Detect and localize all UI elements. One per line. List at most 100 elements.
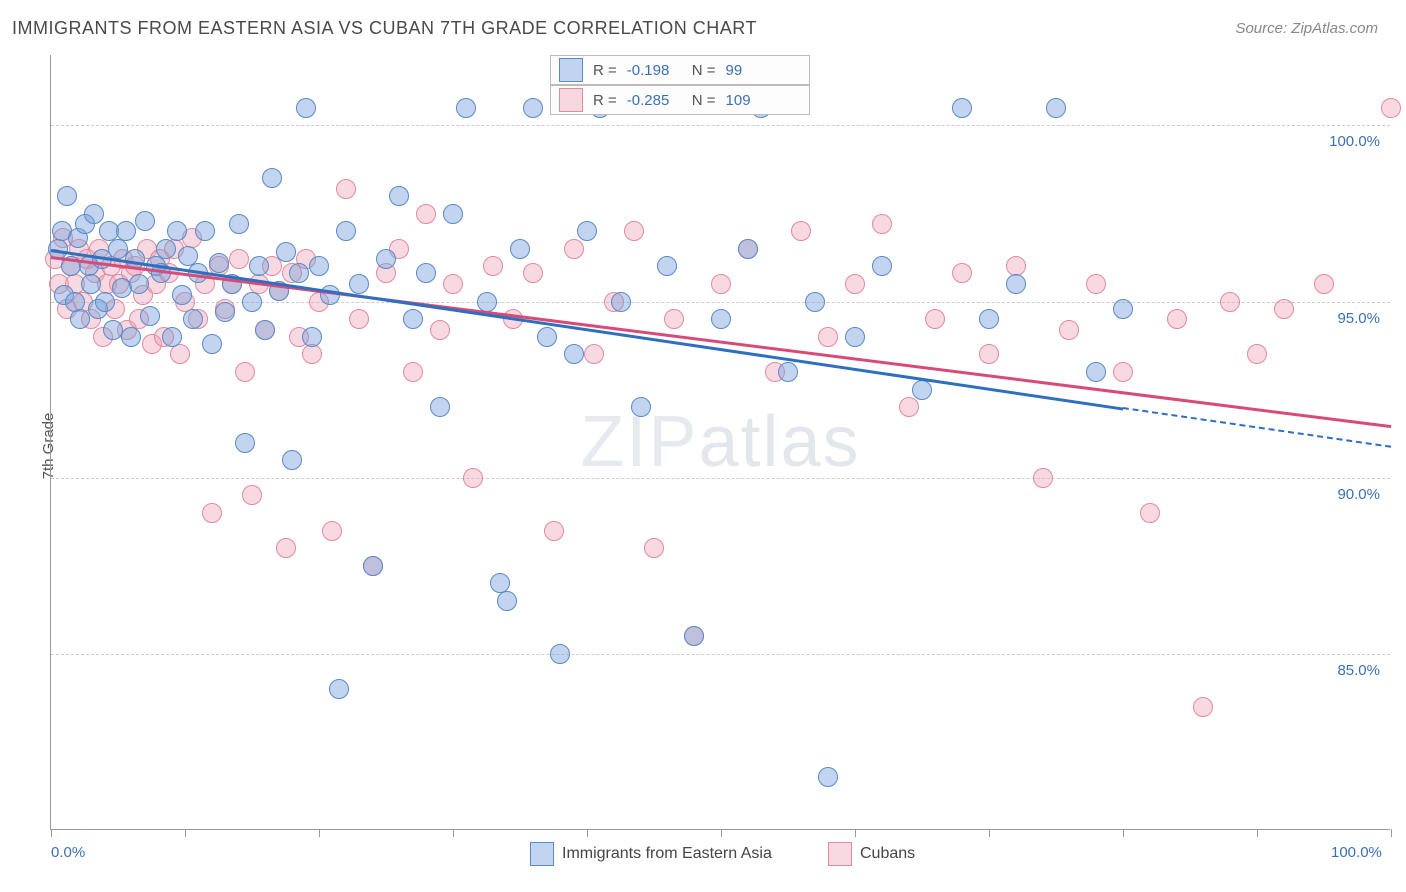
- scatter-point-eastern-asia: [167, 221, 187, 241]
- scatter-point-eastern-asia: [1046, 98, 1066, 118]
- scatter-point-eastern-asia: [103, 320, 123, 340]
- stat-n-label: N =: [692, 62, 716, 79]
- plot-area: ZIPatlas 85.0%90.0%95.0%100.0%0.0%100.0%: [50, 55, 1390, 830]
- legend-label: Cubans: [860, 845, 915, 863]
- scatter-point-eastern-asia: [195, 221, 215, 241]
- scatter-point-eastern-asia: [70, 309, 90, 329]
- scatter-point-eastern-asia: [336, 221, 356, 241]
- scatter-point-eastern-asia: [302, 327, 322, 347]
- x-tick: [51, 829, 52, 837]
- scatter-point-eastern-asia: [376, 249, 396, 269]
- stat-box-row: R = -0.285 N = 109: [550, 85, 810, 115]
- x-tick-label: 100.0%: [1331, 844, 1382, 861]
- scatter-point-cubans: [235, 362, 255, 382]
- scatter-point-eastern-asia: [329, 679, 349, 699]
- scatter-point-eastern-asia: [523, 98, 543, 118]
- scatter-point-eastern-asia: [363, 556, 383, 576]
- scatter-point-cubans: [711, 274, 731, 294]
- scatter-point-eastern-asia: [430, 397, 450, 417]
- trend-line-eastern-asia-extrapolated: [1123, 407, 1391, 448]
- stat-n-value: 109: [726, 92, 761, 109]
- scatter-point-eastern-asia: [416, 263, 436, 283]
- scatter-point-cubans: [1381, 98, 1401, 118]
- scatter-point-eastern-asia: [550, 644, 570, 664]
- stat-n-label: N =: [692, 92, 716, 109]
- legend-swatch: [559, 58, 583, 82]
- scatter-point-cubans: [1059, 320, 1079, 340]
- scatter-point-eastern-asia: [202, 334, 222, 354]
- scatter-point-eastern-asia: [577, 221, 597, 241]
- legend-label: Immigrants from Eastern Asia: [562, 845, 772, 863]
- legend-swatch: [828, 842, 852, 866]
- stat-r-label: R =: [593, 62, 617, 79]
- scatter-point-cubans: [483, 256, 503, 276]
- scatter-point-cubans: [349, 309, 369, 329]
- x-tick: [855, 829, 856, 837]
- scatter-point-cubans: [1220, 292, 1240, 312]
- scatter-point-eastern-asia: [979, 309, 999, 329]
- scatter-point-cubans: [818, 327, 838, 347]
- x-tick: [1257, 829, 1258, 837]
- scatter-point-eastern-asia: [209, 253, 229, 273]
- scatter-point-cubans: [584, 344, 604, 364]
- scatter-point-eastern-asia: [229, 214, 249, 234]
- scatter-point-eastern-asia: [81, 274, 101, 294]
- scatter-point-eastern-asia: [684, 626, 704, 646]
- scatter-point-eastern-asia: [818, 767, 838, 787]
- scatter-point-eastern-asia: [443, 204, 463, 224]
- scatter-point-eastern-asia: [135, 211, 155, 231]
- scatter-point-cubans: [403, 362, 423, 382]
- chart-title: IMMIGRANTS FROM EASTERN ASIA VS CUBAN 7T…: [12, 18, 757, 39]
- scatter-point-eastern-asia: [249, 256, 269, 276]
- scatter-point-eastern-asia: [309, 256, 329, 276]
- scatter-point-eastern-asia: [497, 591, 517, 611]
- y-tick-label: 95.0%: [1337, 310, 1380, 327]
- gridline: [51, 478, 1390, 479]
- gridline: [51, 654, 1390, 655]
- scatter-point-eastern-asia: [215, 302, 235, 322]
- scatter-point-eastern-asia: [235, 433, 255, 453]
- stat-box-row: R = -0.198 N = 99: [550, 55, 810, 85]
- scatter-point-cubans: [202, 503, 222, 523]
- scatter-point-cubans: [952, 263, 972, 283]
- scatter-point-cubans: [242, 485, 262, 505]
- legend-item: Immigrants from Eastern Asia: [530, 842, 772, 866]
- legend-item: Cubans: [828, 842, 915, 866]
- stat-n-value: 99: [726, 62, 761, 79]
- x-tick: [587, 829, 588, 837]
- scatter-point-cubans: [664, 309, 684, 329]
- scatter-point-cubans: [1086, 274, 1106, 294]
- scatter-point-eastern-asia: [1113, 299, 1133, 319]
- scatter-point-cubans: [463, 468, 483, 488]
- y-tick-label: 85.0%: [1337, 662, 1380, 679]
- scatter-point-eastern-asia: [129, 274, 149, 294]
- scatter-point-cubans: [1167, 309, 1187, 329]
- scatter-point-eastern-asia: [116, 221, 136, 241]
- scatter-point-eastern-asia: [805, 292, 825, 312]
- scatter-point-cubans: [544, 521, 564, 541]
- y-tick-label: 90.0%: [1337, 486, 1380, 503]
- scatter-point-eastern-asia: [121, 327, 141, 347]
- scatter-point-eastern-asia: [510, 239, 530, 259]
- gridline: [51, 125, 1390, 126]
- scatter-point-cubans: [443, 274, 463, 294]
- scatter-point-eastern-asia: [84, 204, 104, 224]
- x-tick: [721, 829, 722, 837]
- scatter-point-cubans: [276, 538, 296, 558]
- scatter-point-eastern-asia: [349, 274, 369, 294]
- scatter-point-eastern-asia: [872, 256, 892, 276]
- stat-r-label: R =: [593, 92, 617, 109]
- scatter-point-eastern-asia: [564, 344, 584, 364]
- x-tick: [185, 829, 186, 837]
- stat-r-value: -0.285: [627, 92, 682, 109]
- scatter-point-cubans: [1247, 344, 1267, 364]
- scatter-point-eastern-asia: [178, 246, 198, 266]
- scatter-point-eastern-asia: [262, 168, 282, 188]
- scatter-point-eastern-asia: [403, 309, 423, 329]
- stat-r-value: -0.198: [627, 62, 682, 79]
- scatter-point-eastern-asia: [389, 186, 409, 206]
- scatter-point-cubans: [845, 274, 865, 294]
- scatter-point-eastern-asia: [631, 397, 651, 417]
- scatter-point-eastern-asia: [276, 242, 296, 262]
- scatter-point-eastern-asia: [1086, 362, 1106, 382]
